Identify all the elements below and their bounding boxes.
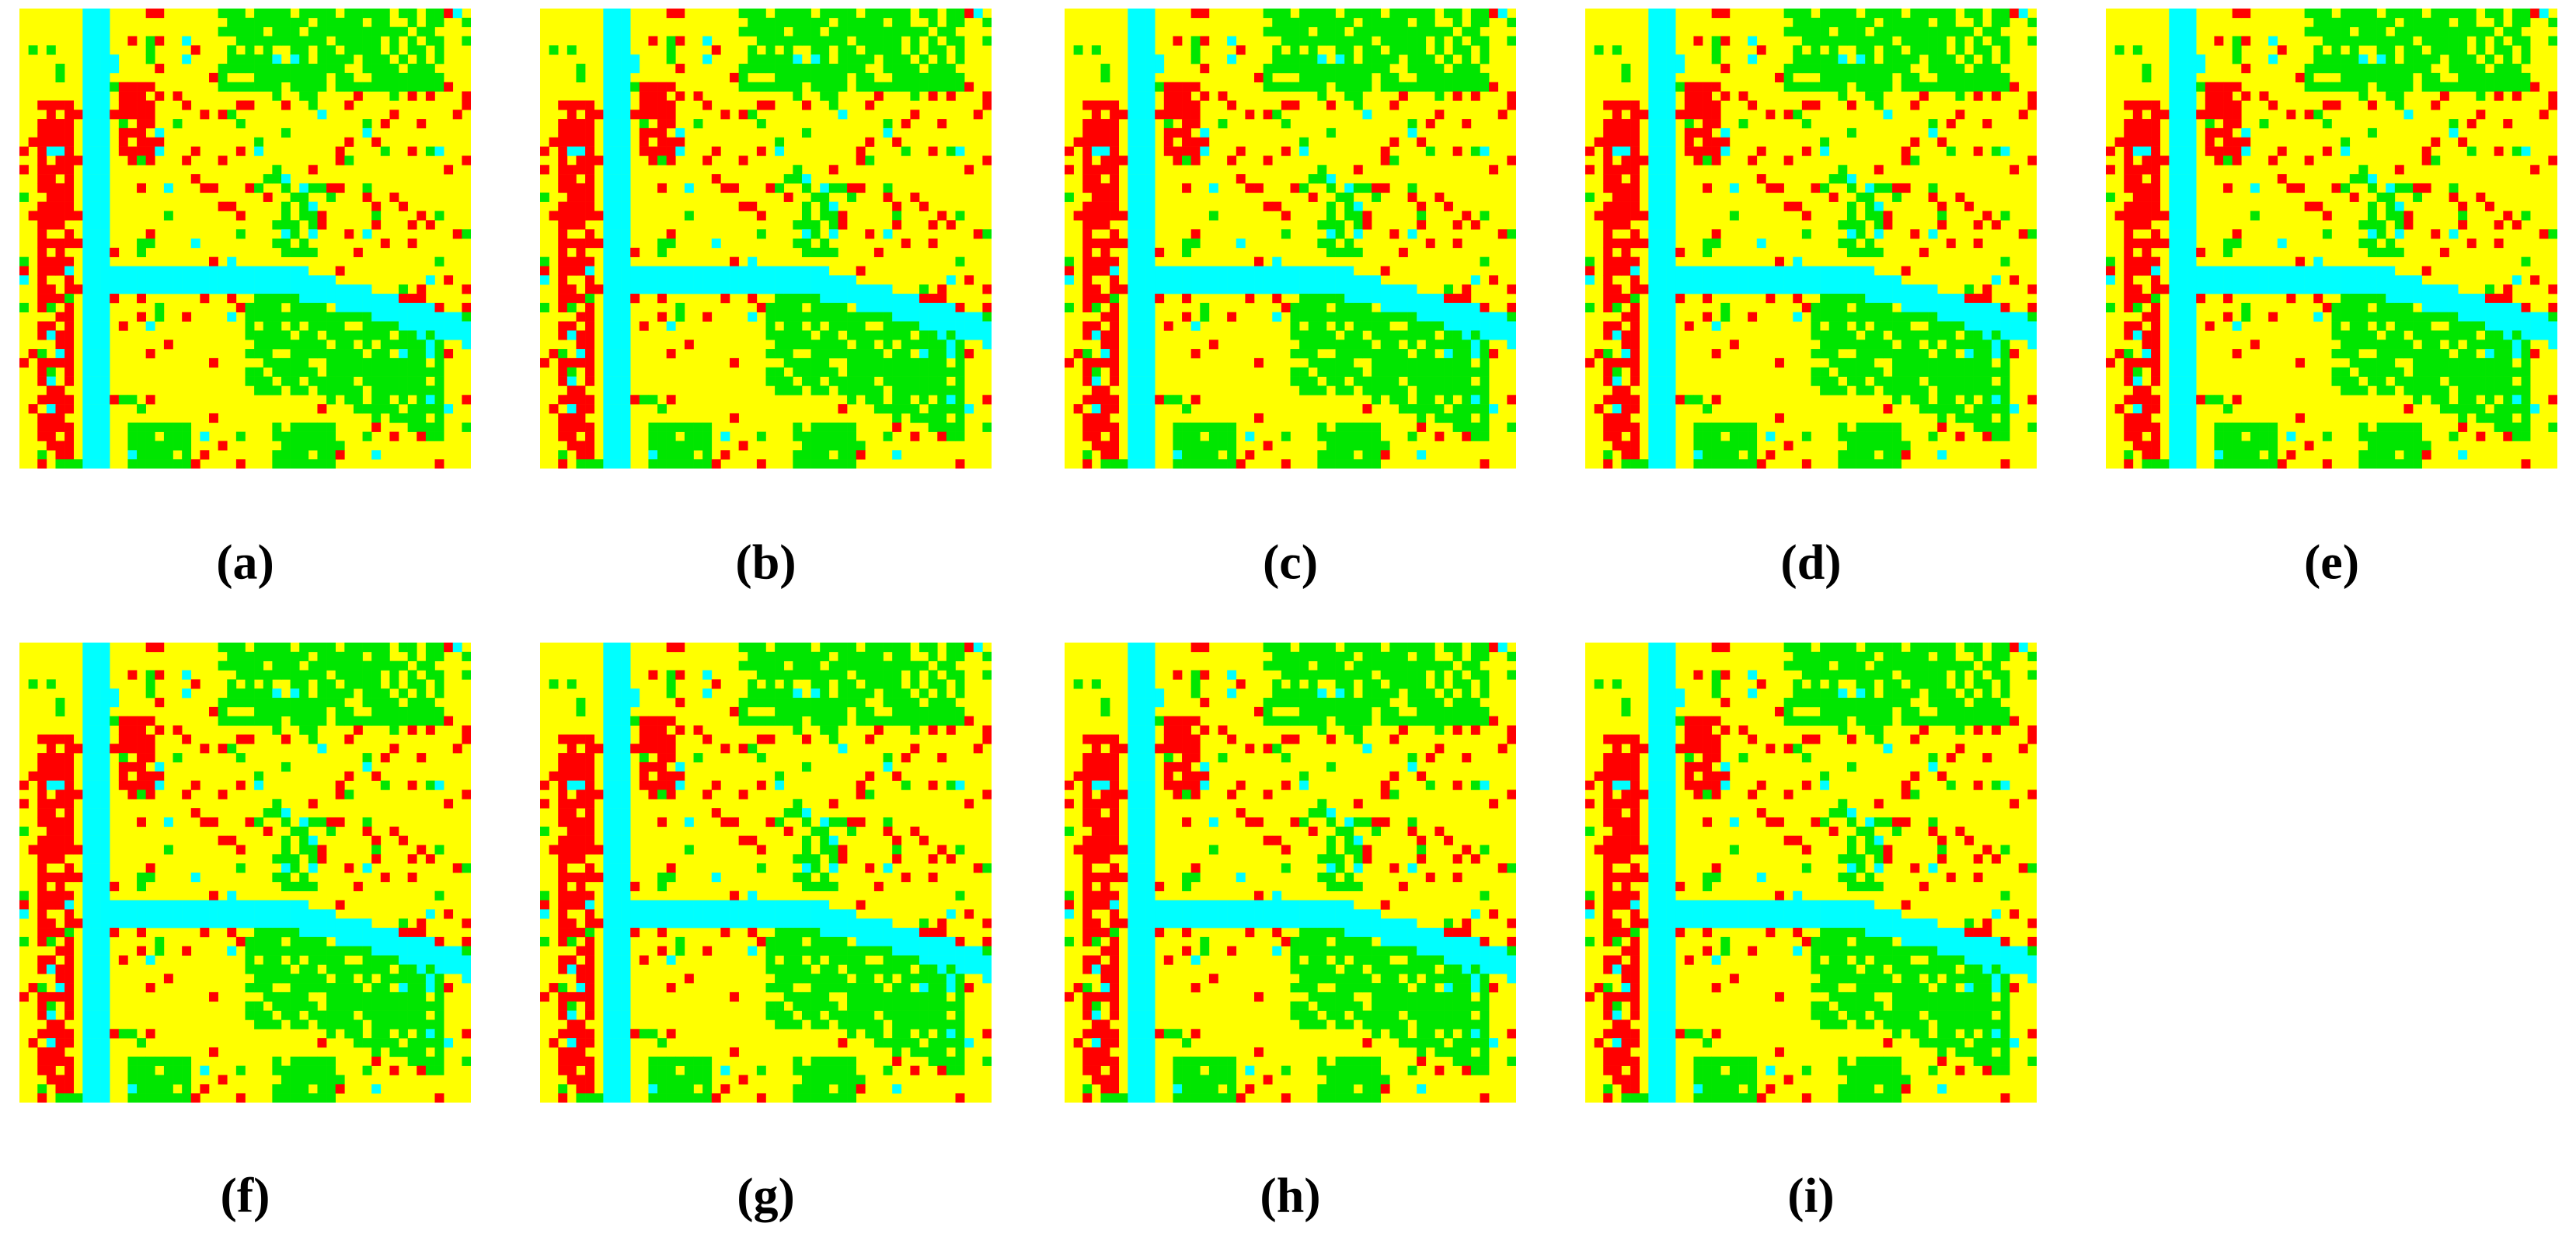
panel: (c) [1065, 9, 1516, 590]
panel-label: (a) [216, 535, 274, 590]
panel: (f) [19, 643, 471, 1223]
panel-label: (g) [737, 1168, 795, 1223]
classification-map [19, 9, 471, 469]
panel: (b) [540, 9, 992, 590]
panel: (e) [2106, 9, 2557, 590]
panel-label: (d) [1780, 535, 1841, 590]
panel-label: (b) [735, 535, 796, 590]
panel-label: (c) [1263, 535, 1318, 590]
classification-map [540, 9, 992, 469]
panel: (g) [540, 643, 992, 1223]
panel: (i) [1585, 643, 2037, 1223]
classification-map [1065, 9, 1516, 469]
panel-label: (e) [2304, 535, 2359, 590]
classification-map [540, 643, 992, 1103]
panel-label: (h) [1260, 1168, 1320, 1223]
classification-map [1065, 643, 1516, 1103]
classification-map [19, 643, 471, 1103]
classification-map [2106, 9, 2557, 469]
panel: (h) [1065, 643, 1516, 1223]
panel: (a) [19, 9, 471, 590]
classification-map [1585, 643, 2037, 1103]
panel-label: (i) [1787, 1168, 1834, 1223]
classification-map [1585, 9, 2037, 469]
panel-label: (f) [221, 1168, 270, 1223]
panel: (d) [1585, 9, 2037, 590]
